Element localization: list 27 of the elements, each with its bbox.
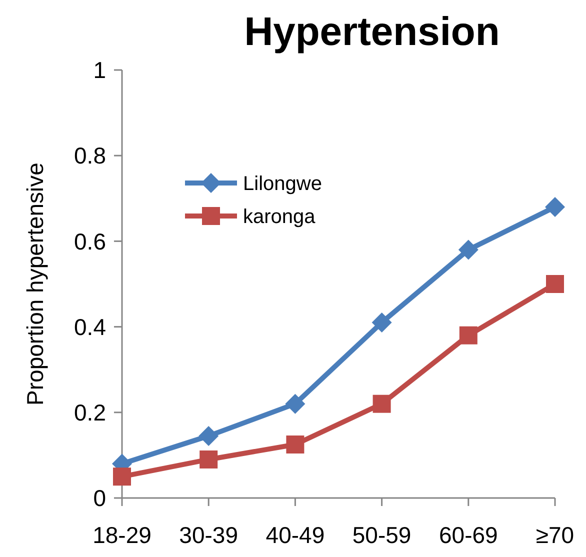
x-tick-label: 50-59 bbox=[352, 522, 412, 548]
y-tick-label: 0.6 bbox=[74, 228, 106, 254]
point bbox=[285, 394, 306, 414]
x-tick-label: ≥70 bbox=[536, 522, 574, 548]
x-tick-label: 40-49 bbox=[266, 522, 325, 548]
y-tick-label: 0.8 bbox=[74, 142, 106, 169]
y-tick-label: 0.4 bbox=[74, 314, 106, 340]
y-tick-label: 0 bbox=[93, 485, 106, 512]
legend-label: Lilongwe bbox=[243, 173, 322, 195]
y-tick-label: 0.2 bbox=[74, 399, 106, 426]
legend-label: karonga bbox=[243, 206, 316, 228]
point bbox=[286, 436, 304, 454]
point bbox=[200, 450, 218, 468]
y-axis-title: Proportion hypertensive bbox=[22, 162, 48, 406]
point bbox=[546, 275, 564, 293]
x-tick-label: 18-29 bbox=[92, 522, 152, 548]
x-tick-label: 30-39 bbox=[179, 522, 238, 548]
point bbox=[372, 394, 391, 413]
point bbox=[113, 468, 131, 486]
point bbox=[198, 426, 219, 446]
point bbox=[458, 240, 478, 260]
point bbox=[459, 326, 478, 344]
point bbox=[372, 312, 392, 333]
point bbox=[545, 196, 565, 217]
y-tick-label: 1 bbox=[93, 57, 106, 84]
chart-title: Hypertension bbox=[244, 10, 500, 54]
x-tick-label: 60-69 bbox=[438, 522, 498, 548]
